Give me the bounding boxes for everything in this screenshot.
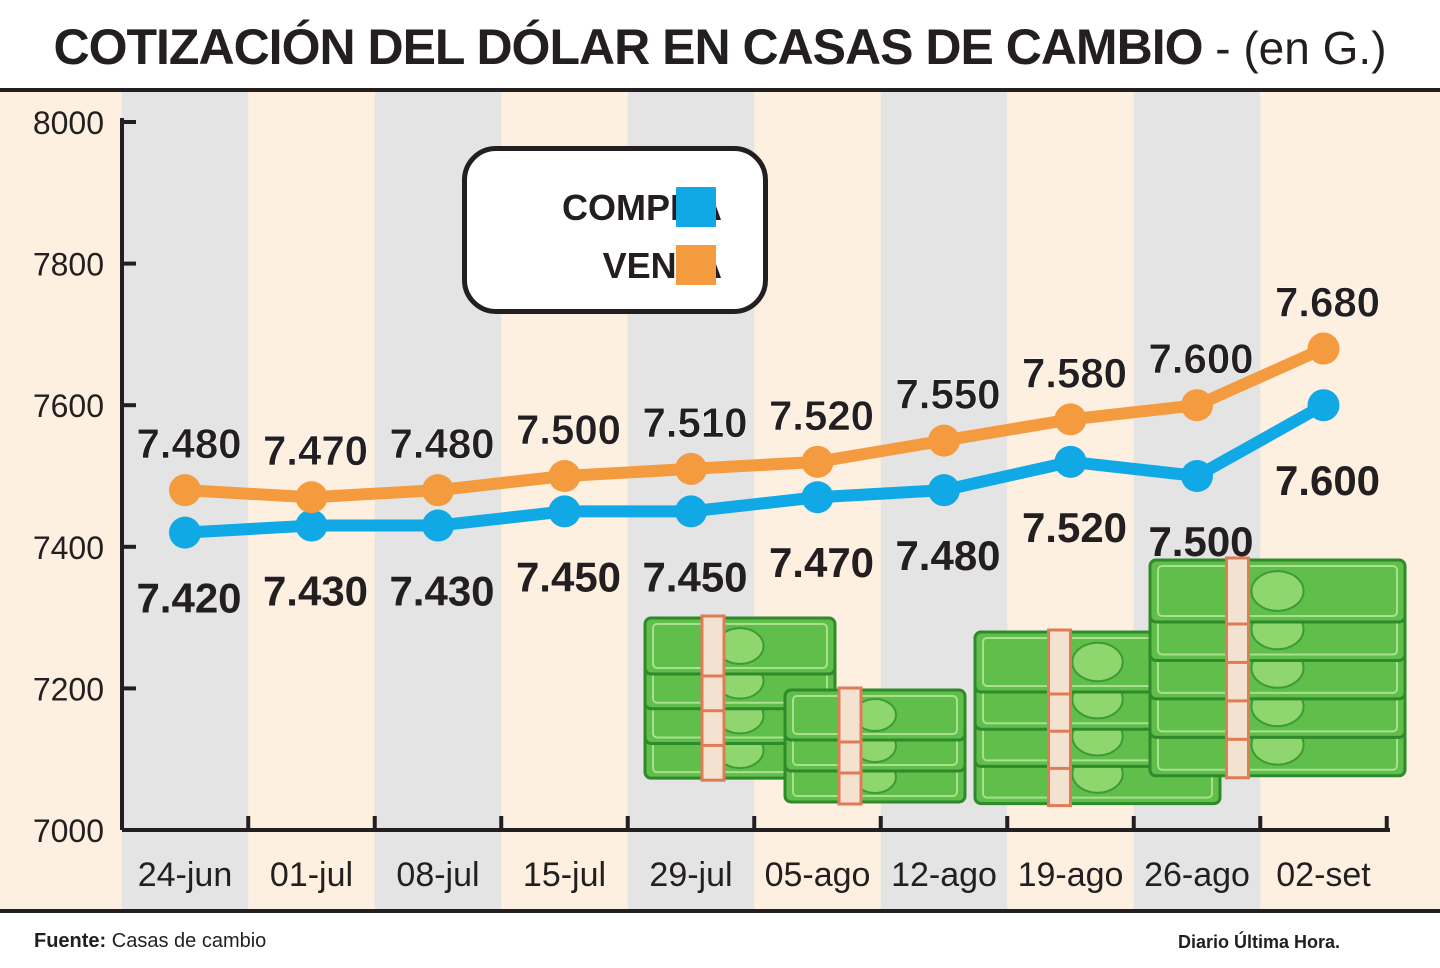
data-point-compra — [548, 495, 581, 528]
data-label-compra: 7.480 — [895, 532, 1000, 579]
y-tick-label: 7400 — [33, 530, 104, 566]
bill-border — [1157, 565, 1398, 617]
bill-border — [652, 623, 828, 669]
series-layer — [169, 332, 1340, 549]
data-point-venta — [548, 460, 581, 492]
data-point-compra — [169, 516, 201, 549]
y-tick-label: 7000 — [33, 813, 104, 849]
x-tick-label: 08-jul — [396, 856, 479, 894]
data-label-venta: 7.480 — [136, 420, 241, 467]
legend-swatch-venta — [676, 245, 716, 285]
x-tick-label: 15-jul — [523, 856, 606, 894]
x-tick-label: 24-jun — [138, 856, 233, 894]
data-label-compra: 7.600 — [1275, 457, 1380, 504]
data-label-venta: 7.510 — [642, 399, 747, 446]
series-line-compra — [179, 399, 1330, 539]
data-point-compra — [422, 509, 454, 542]
band-margin-right — [1386, 92, 1440, 909]
data-label-venta: 7.600 — [1148, 335, 1253, 382]
data-labels: 7.480 7.470 7.480 7.500 7.510 7.520 7.550 7.580… — [136, 278, 1380, 622]
chart-title: COTIZACIÓN DEL DÓLAR EN CASAS DE CAMBIO … — [0, 18, 1440, 84]
bill-band — [1225, 556, 1250, 626]
series-line-venta — [179, 342, 1330, 504]
y-tick-label: 7800 — [33, 247, 104, 283]
data-label-compra: 7.500 — [1148, 518, 1253, 565]
x-tick-label: 01-jul — [270, 856, 353, 894]
x-tick-label: 05-ago — [765, 856, 871, 894]
data-point-compra — [675, 495, 707, 528]
data-point-compra — [295, 509, 328, 542]
line-chart: 8000 7800 7600 7400 7200 7000 24-jun 01-jul 08-j… — [0, 88, 1440, 913]
data-label-compra: 7.420 — [136, 575, 241, 622]
data-point-compra — [1181, 460, 1213, 492]
source-value: Casas de cambio — [106, 930, 267, 952]
data-point-venta — [169, 474, 201, 507]
legend-swatch-compra — [676, 187, 716, 227]
data-label-venta: 7.500 — [516, 406, 621, 453]
data-label-venta: 7.470 — [263, 427, 368, 474]
data-point-compra — [1307, 389, 1340, 422]
x-tick-label: 19-ago — [1018, 856, 1124, 894]
data-label-venta: 7.520 — [769, 392, 874, 439]
data-label-venta: 7.480 — [389, 420, 494, 467]
bill-seal — [1250, 570, 1305, 612]
data-point-venta — [295, 481, 328, 514]
data-point-venta — [675, 452, 707, 485]
data-label-compra: 7.450 — [516, 553, 621, 600]
y-tick-label: 7600 — [33, 388, 104, 424]
bill-band — [1047, 628, 1072, 696]
money-stack-4-bill-0 — [1148, 556, 1407, 626]
data-label-compra: 7.520 — [1022, 504, 1127, 551]
money-illustration — [643, 556, 1407, 808]
data-label-compra: 7.430 — [389, 568, 494, 615]
chart-title-unit: - (en G.) — [1202, 22, 1387, 74]
x-tick-label: 12-ago — [891, 856, 997, 894]
bill-seal — [1071, 641, 1124, 683]
credit: Diario Última Hora. — [1177, 932, 1340, 952]
data-label-venta: 7.550 — [895, 371, 1000, 418]
data-point-venta — [1054, 403, 1087, 436]
x-tick-label: 26-ago — [1144, 856, 1250, 894]
legend: COMPRA VENTA — [462, 146, 768, 314]
source-note: Fuente: Casas de cambio — [34, 930, 266, 953]
data-point-venta — [422, 474, 454, 507]
y-tick-label: 8000 — [33, 105, 104, 141]
x-tick-label: 29-jul — [649, 856, 732, 894]
data-point-compra — [1054, 445, 1087, 478]
money-stack-2-bill-0 — [783, 686, 967, 744]
data-point-venta — [1307, 332, 1340, 365]
x-tick-label: 02-set — [1276, 856, 1371, 894]
data-point-venta — [928, 424, 960, 457]
band-margin-left — [0, 92, 122, 909]
data-point-compra — [928, 474, 960, 507]
bill-band — [837, 686, 863, 744]
chart-title-main: COTIZACIÓN DEL DÓLAR EN CASAS DE CAMBIO — [53, 19, 1203, 75]
source-label: Fuente: — [34, 930, 107, 952]
axes: 8000 7800 7600 7400 7200 7000 24-jun 01-jul 08-j… — [33, 105, 1390, 894]
y-tick-label: 7200 — [33, 671, 104, 707]
bill-border — [792, 695, 958, 735]
data-label-venta: 7.580 — [1022, 349, 1127, 396]
data-label-compra: 7.450 — [642, 553, 747, 600]
bill-band — [700, 614, 726, 678]
data-label-venta: 7.680 — [1275, 279, 1380, 326]
money-stack-1-bill-0 — [643, 614, 837, 678]
data-point-venta — [1181, 389, 1213, 422]
data-point-compra — [801, 481, 834, 514]
data-point-venta — [801, 445, 834, 478]
data-label-compra: 7.430 — [263, 568, 368, 615]
data-label-compra: 7.470 — [769, 539, 874, 586]
